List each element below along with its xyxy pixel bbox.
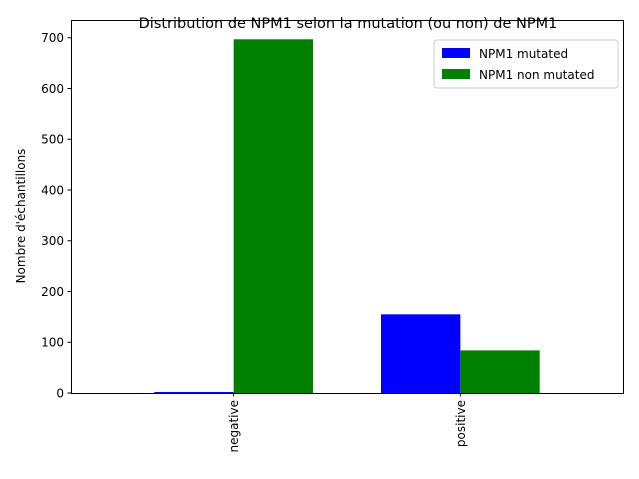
bars-group [154,39,540,393]
plot-area: 0 100 200 300 400 500 600 700 negative positive [41,20,624,452]
legend-swatch-0 [442,48,470,58]
y-tick-label: 300 [41,234,64,248]
y-tick-label: 700 [41,31,64,45]
plot-frame [71,20,624,394]
y-tick-label: 600 [41,82,64,96]
legend-label-0: NPM1 mutated [479,47,568,61]
bar-npm1-non-mutated-positive [460,350,540,393]
legend-label-1: NPM1 non mutated [479,68,594,82]
chart-title: Distribution de NPM1 selon la mutation (… [139,16,558,32]
legend-box [433,39,619,89]
y-tick-label: 400 [41,183,64,197]
bar-npm1-mutated-positive [381,314,461,393]
y-tick-label: 500 [41,133,64,147]
y-tick-label: 0 [56,386,64,400]
y-tick-label: 200 [41,285,64,299]
y-axis: 0 100 200 300 400 500 600 700 [41,31,71,400]
legend: NPM1 mutated NPM1 non mutated [433,39,619,89]
x-tick-label-negative: negative [227,400,241,452]
x-axis: negative positive [227,393,468,452]
legend-swatch-1 [442,69,470,79]
bar-npm1-non-mutated-negative [233,39,313,393]
bar-npm1-mutated-negative [154,391,234,393]
x-tick-label-positive: positive [454,400,468,447]
y-tick-label: 100 [41,336,64,350]
y-axis-label: Nombre d'échantillons [14,149,28,284]
